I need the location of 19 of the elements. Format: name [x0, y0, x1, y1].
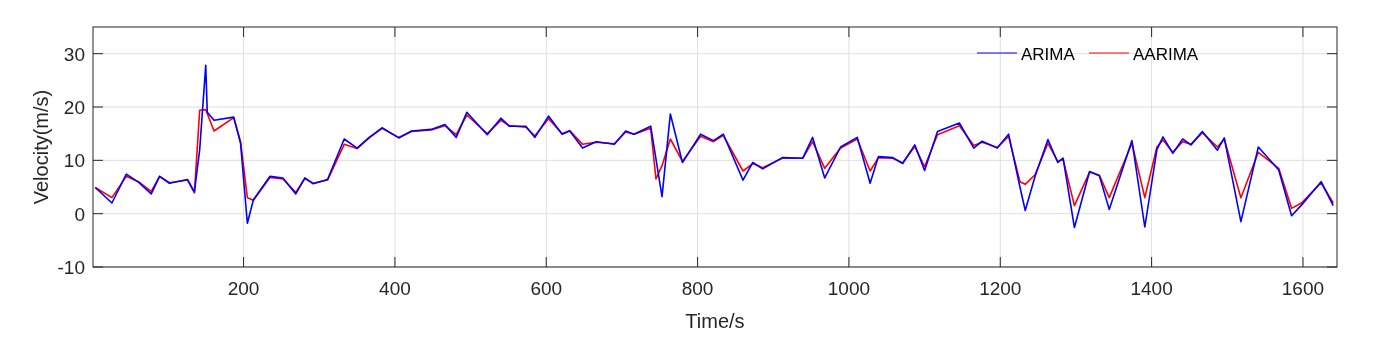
- legend-label: AARIMA: [1133, 45, 1199, 64]
- y-axis-title: Velocity(m/s): [30, 89, 52, 205]
- x-tick-label: 200: [227, 278, 260, 299]
- x-tick-label: 1600: [1281, 278, 1325, 299]
- y-tick-label: -10: [57, 257, 85, 278]
- x-tick-label: 800: [681, 278, 714, 299]
- line-series: [94, 64, 1335, 229]
- y-tick-label: 30: [63, 43, 85, 65]
- y-tick-label: 10: [63, 150, 85, 172]
- y-tick-label: 20: [63, 97, 85, 118]
- x-tick-label: 600: [530, 278, 563, 299]
- x-axis-title: Time/s: [685, 310, 745, 332]
- x-tick-label: 1400: [1130, 278, 1173, 299]
- x-tick-label: 1000: [827, 278, 871, 299]
- x-tick-label: 1200: [979, 278, 1022, 299]
- y-tick-label: 0: [74, 203, 85, 225]
- x-tick-label: 400: [379, 278, 411, 299]
- legend-label: ARIMA: [1021, 45, 1076, 64]
- line-series: [94, 108, 1335, 210]
